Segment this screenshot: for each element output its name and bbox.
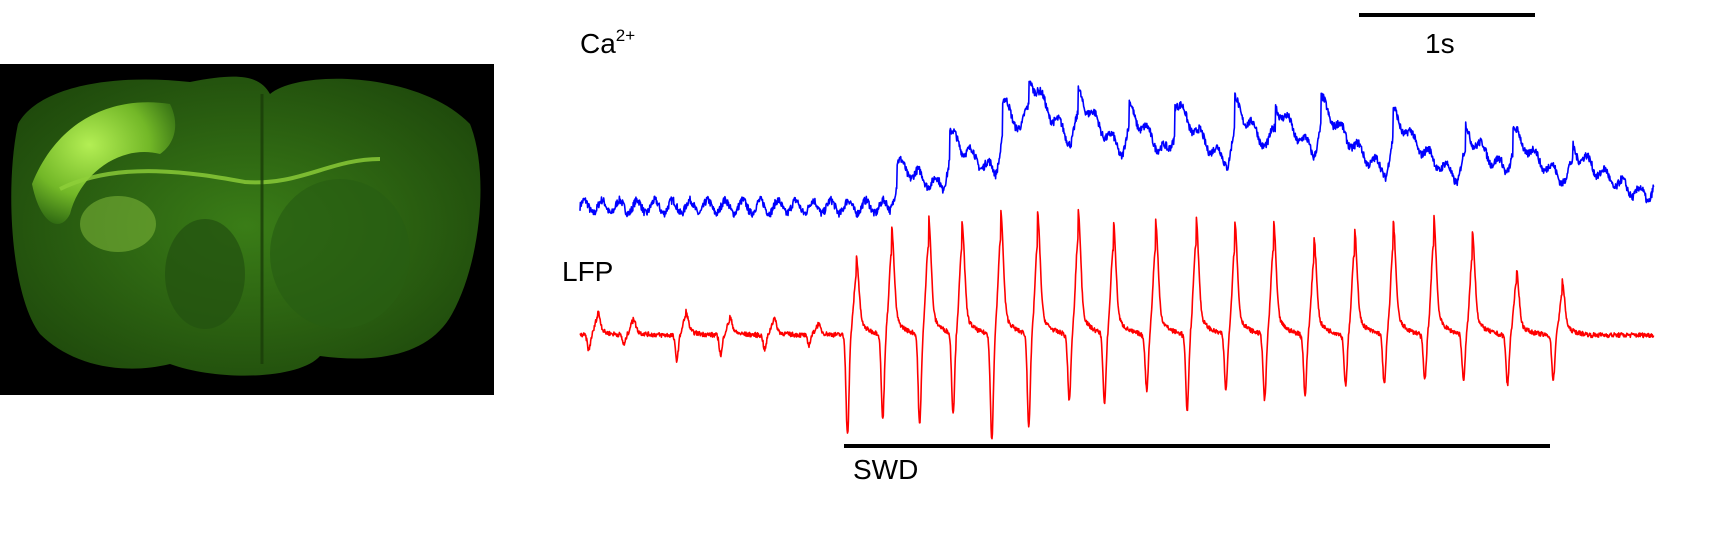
cortex-bright-band (32, 102, 176, 224)
thalamus-right (270, 179, 410, 329)
swd-label: SWD (853, 454, 918, 485)
lfp-label: LFP (562, 256, 613, 287)
brain-section-svg (11, 76, 481, 376)
brain-section-image (0, 64, 494, 395)
lfp-trace (579, 208, 1655, 440)
ca-label: Ca2+ (580, 26, 635, 59)
ca-trace (579, 80, 1655, 218)
striatum-cells (80, 196, 156, 252)
thalamus-left (165, 219, 245, 329)
corpus-callosum (59, 157, 381, 191)
scale-bar-label: 1s (1425, 28, 1455, 59)
